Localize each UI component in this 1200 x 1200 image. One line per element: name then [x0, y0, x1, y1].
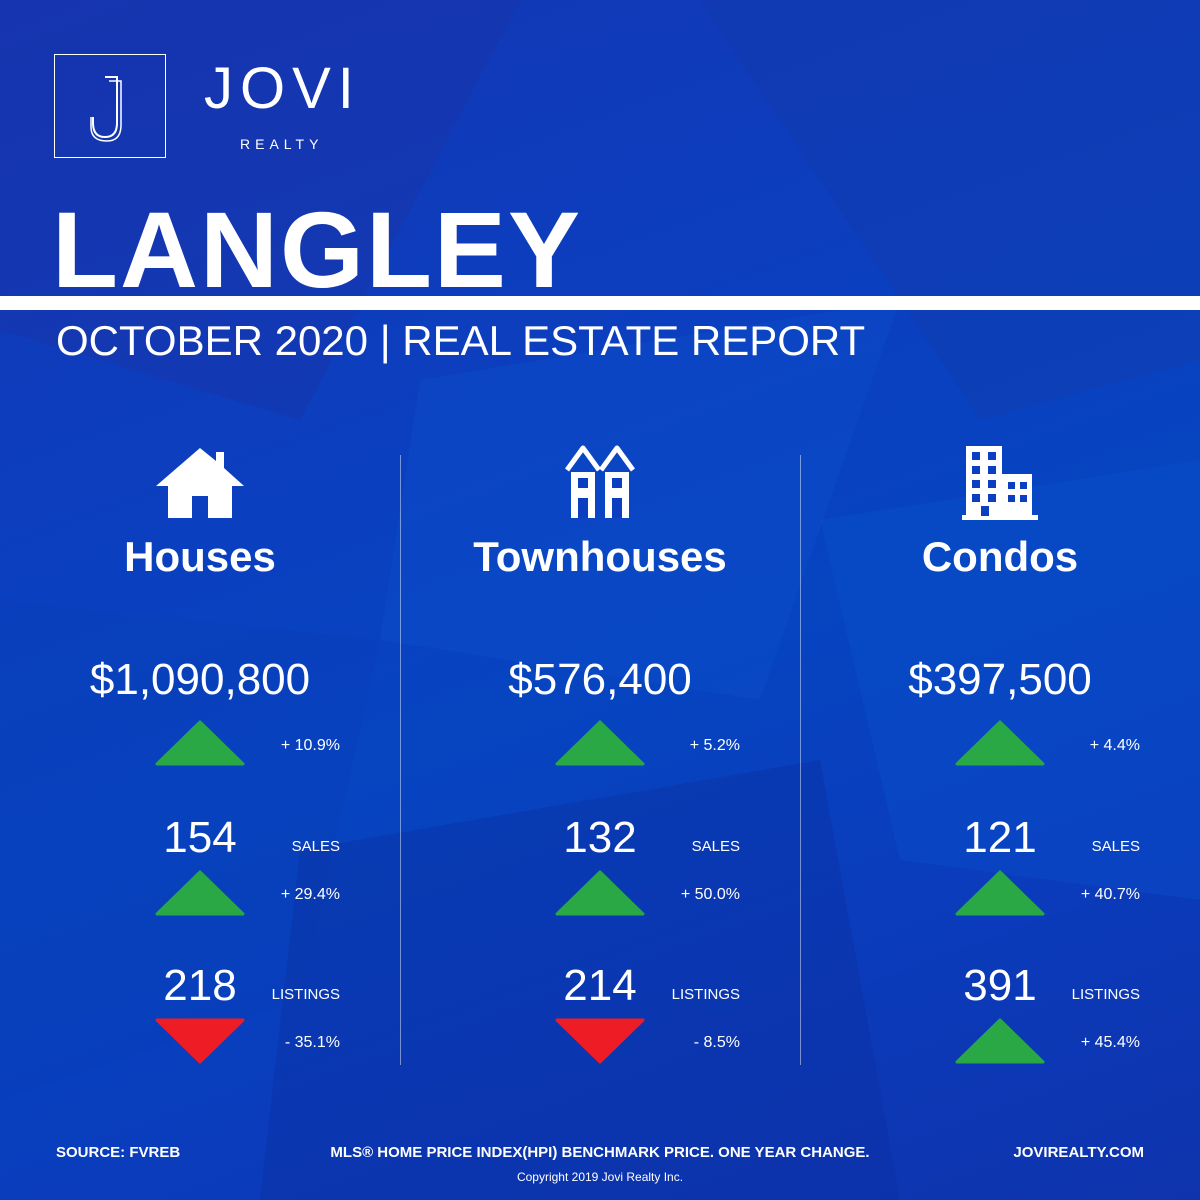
- listings-count: 214: [563, 961, 637, 1010]
- property-type: Condos: [921, 533, 1079, 580]
- column-divider: [800, 455, 801, 1065]
- condo-building-icon: [800, 430, 1200, 520]
- benchmark-price: $1,090,800: [89, 655, 311, 704]
- listings-change-down-arrow-icon: [555, 1018, 645, 1064]
- sales-change: + 40.7%: [1080, 886, 1140, 903]
- property-type: Houses: [124, 533, 276, 580]
- price-change: + 5.2%: [689, 737, 740, 754]
- sales-count: 132: [563, 813, 637, 862]
- title-underline: [0, 296, 1200, 310]
- sales-change-up-arrow-icon: [555, 870, 645, 916]
- house-icon: [0, 430, 400, 520]
- sales-change-up-arrow-icon: [955, 870, 1045, 916]
- city-title: LANGLEY: [52, 189, 583, 310]
- brand-subtitle: REALTY: [240, 136, 324, 152]
- column-houses: Houses $1,090,800 + 10.9% 154 SALES + 29…: [0, 430, 400, 1080]
- brand-logo: [54, 54, 166, 158]
- listings-label: LISTINGS: [1071, 986, 1140, 1003]
- logo-j-monogram-icon: [90, 76, 122, 142]
- listings-count: 391: [963, 961, 1037, 1010]
- listings-change-down-arrow-icon: [155, 1018, 245, 1064]
- footer-source: SOURCE: FVREB: [56, 1144, 181, 1161]
- price-change-up-arrow-icon: [555, 720, 645, 766]
- footer-note: MLS® HOME PRICE INDEX(HPI) BENCHMARK PRI…: [330, 1144, 870, 1161]
- sales-label: SALES: [691, 838, 740, 855]
- listings-label: LISTINGS: [271, 986, 340, 1003]
- property-type: Townhouses: [473, 533, 727, 580]
- report-subtitle: OCTOBER 2020 | REAL ESTATE REPORT: [56, 317, 866, 364]
- footer-website-link[interactable]: JOVIREALTY.COM: [1013, 1144, 1144, 1161]
- footer-copyright: Copyright 2019 Jovi Realty Inc.: [516, 1170, 684, 1184]
- column-divider: [400, 455, 401, 1065]
- sales-change: + 29.4%: [280, 886, 340, 903]
- listings-label: LISTINGS: [671, 986, 740, 1003]
- sales-label: SALES: [1091, 838, 1140, 855]
- column-townhouses: Townhouses $576,400 + 5.2% 132 SALES + 5…: [400, 430, 800, 1080]
- sales-label: SALES: [291, 838, 340, 855]
- price-change-up-arrow-icon: [955, 720, 1045, 766]
- sales-count: 121: [963, 813, 1037, 862]
- sales-change-up-arrow-icon: [155, 870, 245, 916]
- brand-name: JOVI: [204, 56, 361, 121]
- listings-change: - 8.5%: [693, 1034, 740, 1051]
- benchmark-price: $397,500: [908, 655, 1092, 704]
- column-condos: Condos $397,500 + 4.4% 121 SALES + 40.7%…: [800, 430, 1200, 1080]
- price-change: + 4.4%: [1089, 737, 1140, 754]
- listings-change: - 35.1%: [284, 1034, 340, 1051]
- price-change: + 10.9%: [280, 737, 340, 754]
- listings-change: + 45.4%: [1080, 1034, 1140, 1051]
- sales-change: + 50.0%: [680, 886, 740, 903]
- townhouse-icon: [400, 430, 800, 520]
- sales-count: 154: [163, 813, 237, 862]
- benchmark-price: $576,400: [508, 655, 692, 704]
- listings-change-up-arrow-icon: [955, 1018, 1045, 1064]
- price-change-up-arrow-icon: [155, 720, 245, 766]
- listings-count: 218: [163, 961, 237, 1010]
